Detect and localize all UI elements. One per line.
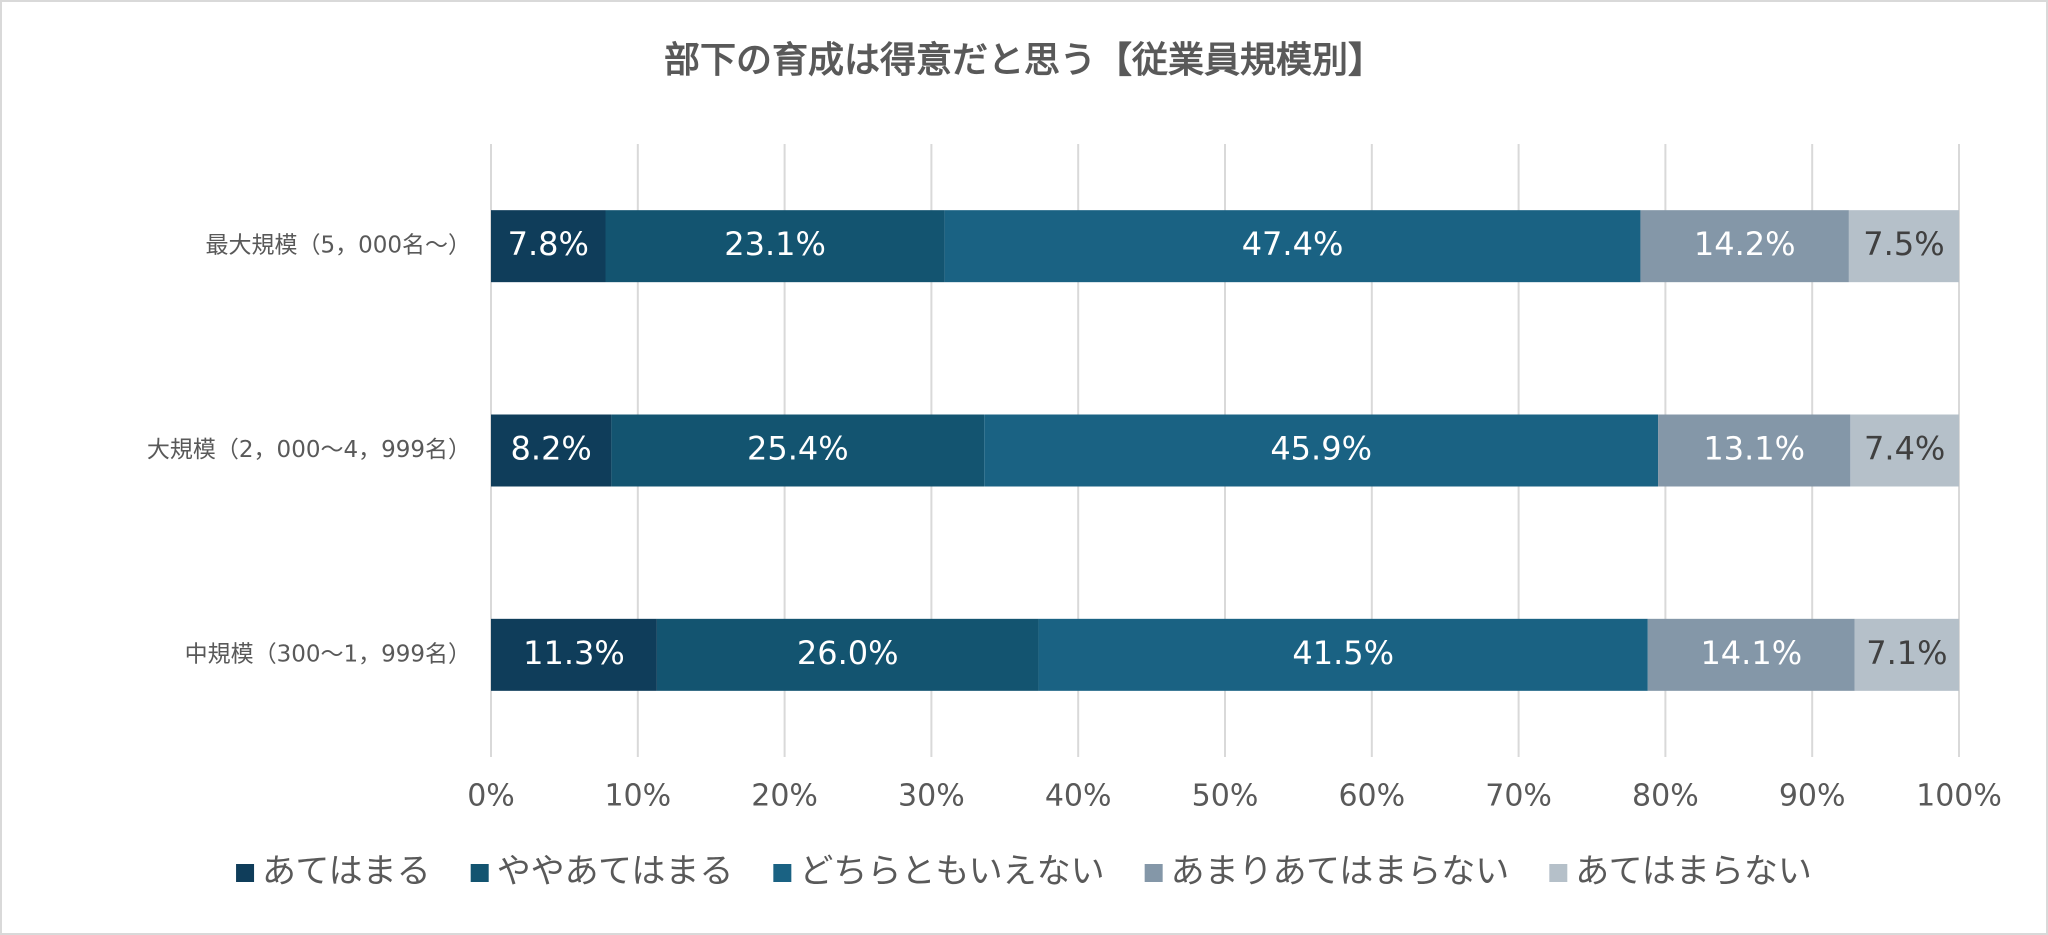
x-tick-label: 40%	[1045, 779, 1112, 814]
legend-swatch	[470, 864, 489, 882]
legend-label: ややあてはまる	[497, 852, 734, 892]
chart-title: 部下の育成は得意だと思う【従業員規模別】	[664, 40, 1384, 81]
bar-segment	[1640, 210, 1849, 283]
bar-segment	[491, 414, 612, 487]
x-tick-label: 10%	[604, 779, 671, 814]
bar-segment	[605, 210, 945, 283]
legend-swatch	[1144, 864, 1163, 882]
x-tick-label: 90%	[1779, 779, 1846, 814]
x-tick-label: 0%	[467, 779, 515, 814]
bar-segment	[944, 210, 1641, 283]
bar-segment	[1647, 618, 1855, 691]
x-tick-label: 100%	[1916, 779, 2002, 814]
bar-segment	[656, 618, 1039, 691]
data-label: 41.5%	[1292, 634, 1394, 672]
data-label: 8.2%	[511, 430, 592, 468]
y-tick-label: 中規模（300～1，999名）	[185, 641, 471, 667]
data-label: 14.2%	[1694, 225, 1796, 263]
y-tick-label: 大規模（2，000～4，999名）	[147, 437, 471, 463]
bar-segment	[1854, 618, 1959, 691]
y-tick-label: 最大規模（5，000名～）	[205, 233, 471, 259]
data-label: 7.5%	[1863, 225, 1944, 263]
data-label: 11.3%	[523, 634, 625, 672]
data-label: 7.4%	[1864, 430, 1945, 468]
bar-segment	[1850, 414, 1959, 487]
legend-swatch	[773, 864, 792, 882]
x-tick-label: 70%	[1485, 779, 1552, 814]
data-label: 14.1%	[1700, 634, 1802, 672]
data-label: 7.1%	[1866, 634, 1947, 672]
x-tick-label: 30%	[898, 779, 965, 814]
data-label: 25.4%	[747, 430, 849, 468]
data-label: 7.8%	[508, 225, 589, 263]
bar-segment	[1848, 210, 1959, 283]
data-label: 45.9%	[1270, 430, 1372, 468]
x-tick-label: 20%	[751, 779, 818, 814]
legend-label: あてはまらない	[1575, 852, 1812, 892]
x-tick-label: 60%	[1338, 779, 1405, 814]
data-label: 23.1%	[724, 225, 826, 263]
bar-segment	[1038, 618, 1648, 691]
legend-swatch	[1549, 864, 1568, 882]
legend-swatch	[236, 864, 255, 882]
bar-segment	[611, 414, 985, 487]
bar-segment	[984, 414, 1659, 487]
bar-segment	[1658, 414, 1851, 487]
data-label: 26.0%	[797, 634, 899, 672]
bar-segment	[491, 210, 606, 283]
legend-label: どちらともいえない	[799, 852, 1104, 892]
x-tick-label: 80%	[1632, 779, 1699, 814]
x-tick-label: 50%	[1192, 779, 1259, 814]
data-label: 47.4%	[1242, 225, 1344, 263]
legend-label: あてはまる	[262, 852, 431, 892]
legend-label: あまりあてはまらない	[1171, 852, 1510, 892]
bar-segment	[491, 618, 657, 691]
data-label: 13.1%	[1703, 430, 1805, 468]
